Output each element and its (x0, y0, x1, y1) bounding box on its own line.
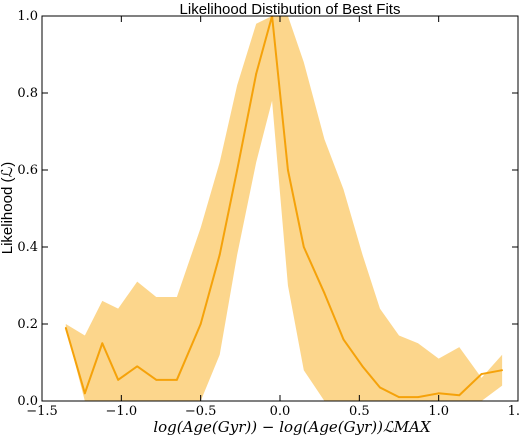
x-tick-label: −0.5 (185, 404, 217, 419)
y-axis-label: Likelihood (ℒ) (0, 162, 16, 255)
line-point (117, 378, 120, 381)
line-point (64, 326, 67, 329)
line-point (501, 369, 504, 372)
line-point (417, 396, 419, 399)
line-point (361, 365, 364, 368)
line-point (255, 72, 258, 75)
x-tick-label: 0.5 (349, 404, 370, 419)
line-point (398, 396, 400, 399)
line-point (458, 394, 461, 397)
x-tick-label: 1.5 (508, 404, 520, 419)
x-tick-label: −1.0 (106, 404, 138, 419)
y-tick-label: 0.6 (17, 163, 38, 178)
likelihood-line (64, 16, 503, 399)
x-tick-label: −1.5 (26, 404, 58, 419)
line-point (437, 392, 440, 395)
chart-title: Likelihood Distibution of Best Fits (180, 1, 401, 18)
y-tick-label: 0.4 (17, 240, 38, 255)
line-point (175, 378, 178, 381)
y-tick-label: 1.0 (17, 9, 38, 24)
line-point (342, 338, 345, 341)
plot-area (64, 16, 504, 401)
line-point (155, 378, 158, 381)
y-tick-label: 0.2 (17, 317, 38, 332)
line-point (83, 392, 86, 395)
line-point (323, 292, 326, 295)
x-tick-label: 1.0 (428, 404, 449, 419)
x-tick-label: 0.0 (270, 404, 291, 419)
line-point (218, 253, 221, 256)
y-tick-label: 0.8 (17, 86, 38, 101)
line-point (136, 365, 139, 368)
line-point (101, 342, 104, 345)
line-point (302, 246, 305, 248)
line-point (287, 169, 289, 171)
line-point (379, 386, 381, 389)
line-point (480, 373, 483, 375)
x-axis-label: log(Age(Gyr)) − log(Age(Gyr))ℒMAX (153, 418, 432, 436)
uncertainty-band (65, 16, 503, 401)
line-point (199, 323, 202, 325)
y-tick-label: 0.0 (17, 394, 38, 409)
axes: −1.5 −1.0 −0.5 0.0 0.5 1.0 1.5 0.0 0.2 0.4 0.6 0.8 1… (17, 9, 520, 419)
line-point (236, 169, 239, 171)
